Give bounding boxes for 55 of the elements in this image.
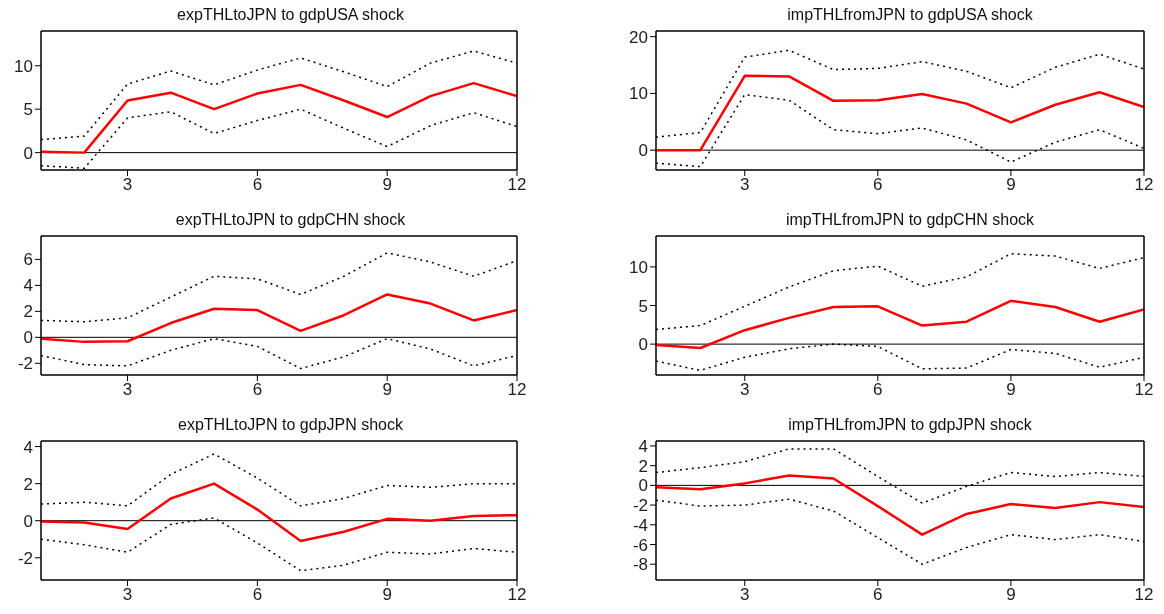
y-tick-label: -8	[632, 555, 648, 575]
y-tick-label: 0	[638, 141, 648, 161]
chart-title: expTHLtoJPN to gdpUSA shock	[176, 5, 405, 23]
x-tick-label: 9	[382, 585, 392, 605]
x-tick-label: 9	[1006, 585, 1016, 605]
y-tick-label: 6	[23, 250, 33, 270]
x-tick-label: 3	[739, 175, 750, 195]
x-tick-label: 6	[873, 380, 883, 400]
y-tick-label: 10	[629, 84, 648, 104]
y-tick-label: 0	[638, 335, 648, 355]
x-tick-label: 12	[1134, 585, 1154, 605]
y-tick-label: 10	[629, 257, 648, 277]
x-tick-label: 3	[739, 585, 750, 605]
y-tick-label: 0	[23, 511, 33, 531]
y-tick-label: -6	[632, 535, 648, 555]
x-tick-label: 9	[382, 175, 392, 195]
y-tick-label: 10	[14, 56, 33, 76]
y-tick-label: 2	[23, 474, 33, 494]
y-tick-label: 0	[638, 476, 648, 496]
y-tick-label: 0	[23, 143, 33, 163]
x-tick-label: 12	[1134, 380, 1154, 400]
y-tick-label: -4	[632, 515, 648, 535]
y-tick-label: -2	[17, 354, 33, 374]
x-tick-label: 6	[873, 175, 883, 195]
x-tick-label: 3	[122, 585, 133, 605]
x-tick-label: 3	[122, 380, 133, 400]
chart-title: impTHLfromJPN to gdpJPN shock	[787, 415, 1033, 433]
chart-title: impTHLfromJPN to gdpUSA shock	[786, 5, 1034, 23]
x-tick-label: 6	[252, 585, 263, 605]
x-tick-label: 3	[739, 380, 750, 400]
chart-title: expTHLtoJPN to gdpCHN shock	[174, 210, 407, 228]
x-tick-label: 3	[122, 175, 133, 195]
x-tick-label: 9	[1006, 380, 1016, 400]
x-tick-label: 12	[507, 175, 527, 195]
x-tick-label: 12	[1134, 175, 1154, 195]
y-tick-label: 0	[23, 328, 33, 348]
x-tick-label: 6	[873, 585, 883, 605]
y-tick-label: 2	[23, 302, 33, 322]
x-tick-label: 6	[252, 175, 263, 195]
x-tick-label: 12	[507, 585, 527, 605]
chart-title: expTHLtoJPN to gdpJPN shock	[177, 415, 404, 433]
y-tick-label: -2	[17, 548, 33, 568]
y-tick-label: 4	[23, 276, 33, 296]
y-tick-label: 20	[629, 27, 648, 47]
x-tick-label: 9	[1006, 175, 1016, 195]
chart-title: impTHLfromJPN to gdpCHN shock	[784, 210, 1036, 228]
x-tick-label: 12	[507, 380, 527, 400]
y-tick-label: -2	[632, 496, 648, 516]
y-tick-label: 5	[638, 296, 648, 316]
y-tick-label: 4	[638, 436, 648, 456]
y-tick-label: 5	[23, 100, 33, 120]
y-tick-label: 2	[638, 456, 648, 476]
x-tick-label: 9	[382, 380, 392, 400]
x-tick-label: 6	[252, 380, 263, 400]
y-tick-label: 4	[23, 437, 33, 457]
